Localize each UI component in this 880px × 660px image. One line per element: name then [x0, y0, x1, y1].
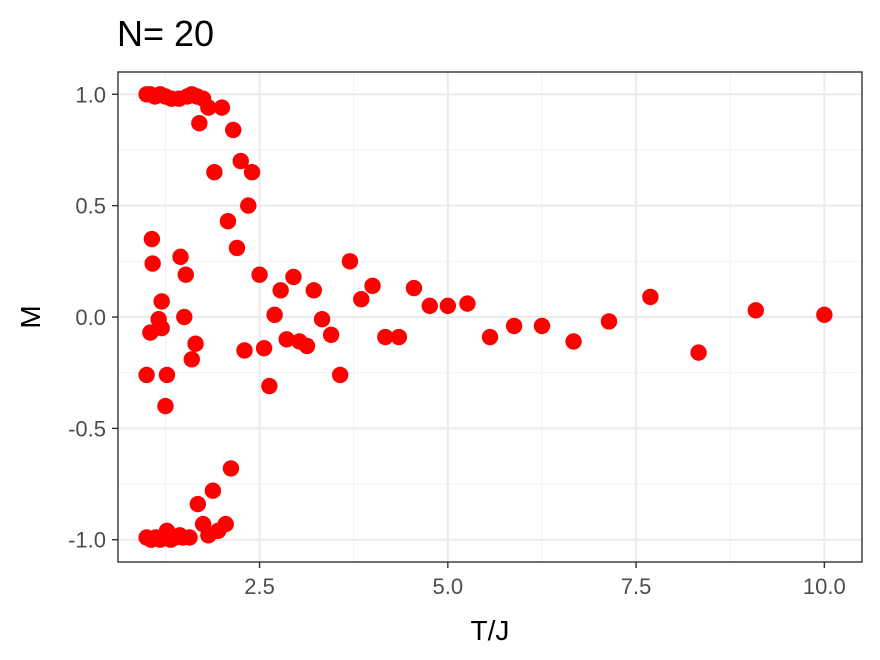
data-point — [377, 328, 394, 346]
x-tick-label: 7.5 — [621, 574, 652, 599]
y-tick-label: 0.0 — [75, 305, 106, 330]
data-point — [228, 239, 246, 257]
data-point — [331, 366, 349, 384]
data-point — [565, 333, 582, 350]
y-tick-label: 0.5 — [75, 194, 106, 219]
data-point — [176, 308, 193, 326]
data-point — [505, 317, 523, 335]
data-point — [200, 527, 217, 544]
grid — [118, 72, 862, 562]
data-point — [200, 99, 217, 116]
data-point — [255, 339, 273, 357]
data-point — [142, 324, 159, 341]
x-tick-label: 2.5 — [244, 574, 275, 599]
data-point — [272, 282, 289, 299]
data-point — [191, 115, 208, 132]
data-point — [285, 268, 302, 286]
data-point — [219, 213, 237, 230]
data-point — [266, 306, 283, 323]
data-point — [172, 248, 189, 266]
data-point — [459, 295, 476, 312]
y-axis-title: M — [15, 305, 46, 328]
data-point — [143, 230, 161, 248]
data-point — [243, 164, 261, 181]
x-axis: 2.5 5.0 7.5 10.0 — [244, 562, 846, 599]
data-point — [405, 279, 423, 297]
data-point — [153, 293, 170, 310]
data-point — [222, 460, 240, 477]
data-point — [816, 306, 833, 323]
data-point — [157, 397, 174, 415]
y-tick-label: 1.0 — [75, 82, 106, 107]
y-axis: -1.0 -0.5 0.0 0.5 1.0 — [68, 82, 118, 553]
data-point — [225, 121, 242, 139]
data-point — [322, 326, 340, 344]
data-point — [204, 482, 222, 499]
data-point — [600, 313, 618, 330]
data-point — [298, 337, 316, 355]
x-tick-label: 5.0 — [433, 574, 464, 599]
data-point — [747, 302, 765, 319]
data-point — [278, 331, 295, 348]
y-tick-label: -1.0 — [68, 528, 106, 553]
data-point — [213, 99, 231, 116]
data-point — [187, 335, 204, 352]
data-point — [138, 366, 155, 384]
data-point — [144, 255, 161, 272]
data-point — [305, 282, 322, 299]
data-point — [313, 311, 331, 328]
data-point — [364, 277, 381, 295]
data-point — [158, 366, 176, 384]
data-point — [690, 344, 707, 361]
data-point — [236, 342, 253, 359]
data-point — [642, 288, 659, 306]
y-tick-label: -0.5 — [68, 416, 106, 441]
data-point — [390, 328, 408, 346]
data-point — [232, 152, 249, 170]
data-point — [206, 164, 223, 181]
data-point — [251, 266, 268, 283]
data-point — [181, 529, 198, 546]
data-point — [240, 197, 257, 214]
data-point — [533, 317, 551, 335]
data-point — [189, 495, 207, 513]
x-tick-label: 10.0 — [803, 574, 846, 599]
data-point — [481, 328, 499, 346]
data-point — [353, 290, 370, 308]
chart-title: N= 20 — [117, 13, 214, 54]
data-point — [177, 266, 194, 283]
data-point — [341, 253, 359, 270]
data-point — [183, 351, 200, 368]
data-point — [261, 377, 278, 395]
x-axis-title: T/J — [471, 615, 510, 646]
data-points — [138, 86, 833, 548]
data-point — [421, 297, 438, 315]
data-point — [439, 297, 457, 315]
